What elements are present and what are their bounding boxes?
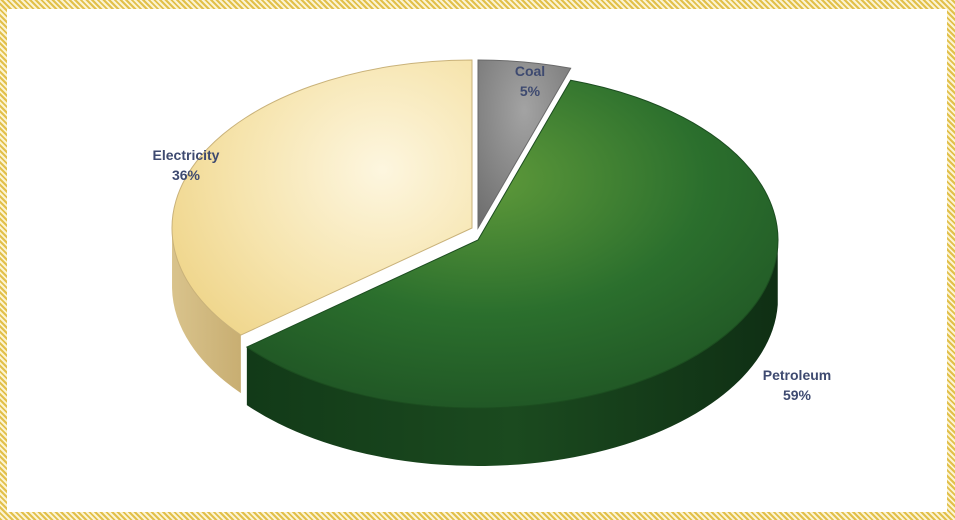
pie-slice-petroleum: [245, 79, 779, 409]
pie-slice-electricity: [171, 59, 473, 336]
slice-label-petroleum: Petroleum: [763, 367, 831, 383]
slice-value-petroleum: 59%: [783, 387, 812, 403]
pie-slice-side-electricity: [172, 230, 241, 394]
slice-value-electricity: 36%: [172, 167, 201, 183]
slice-label-electricity: Electricity: [153, 147, 220, 163]
slice-label-coal: Coal: [515, 63, 545, 79]
slice-value-coal: 5%: [520, 83, 541, 99]
pie-slice-side-petroleum: [246, 246, 778, 466]
pie-slice-coal: [477, 59, 572, 230]
